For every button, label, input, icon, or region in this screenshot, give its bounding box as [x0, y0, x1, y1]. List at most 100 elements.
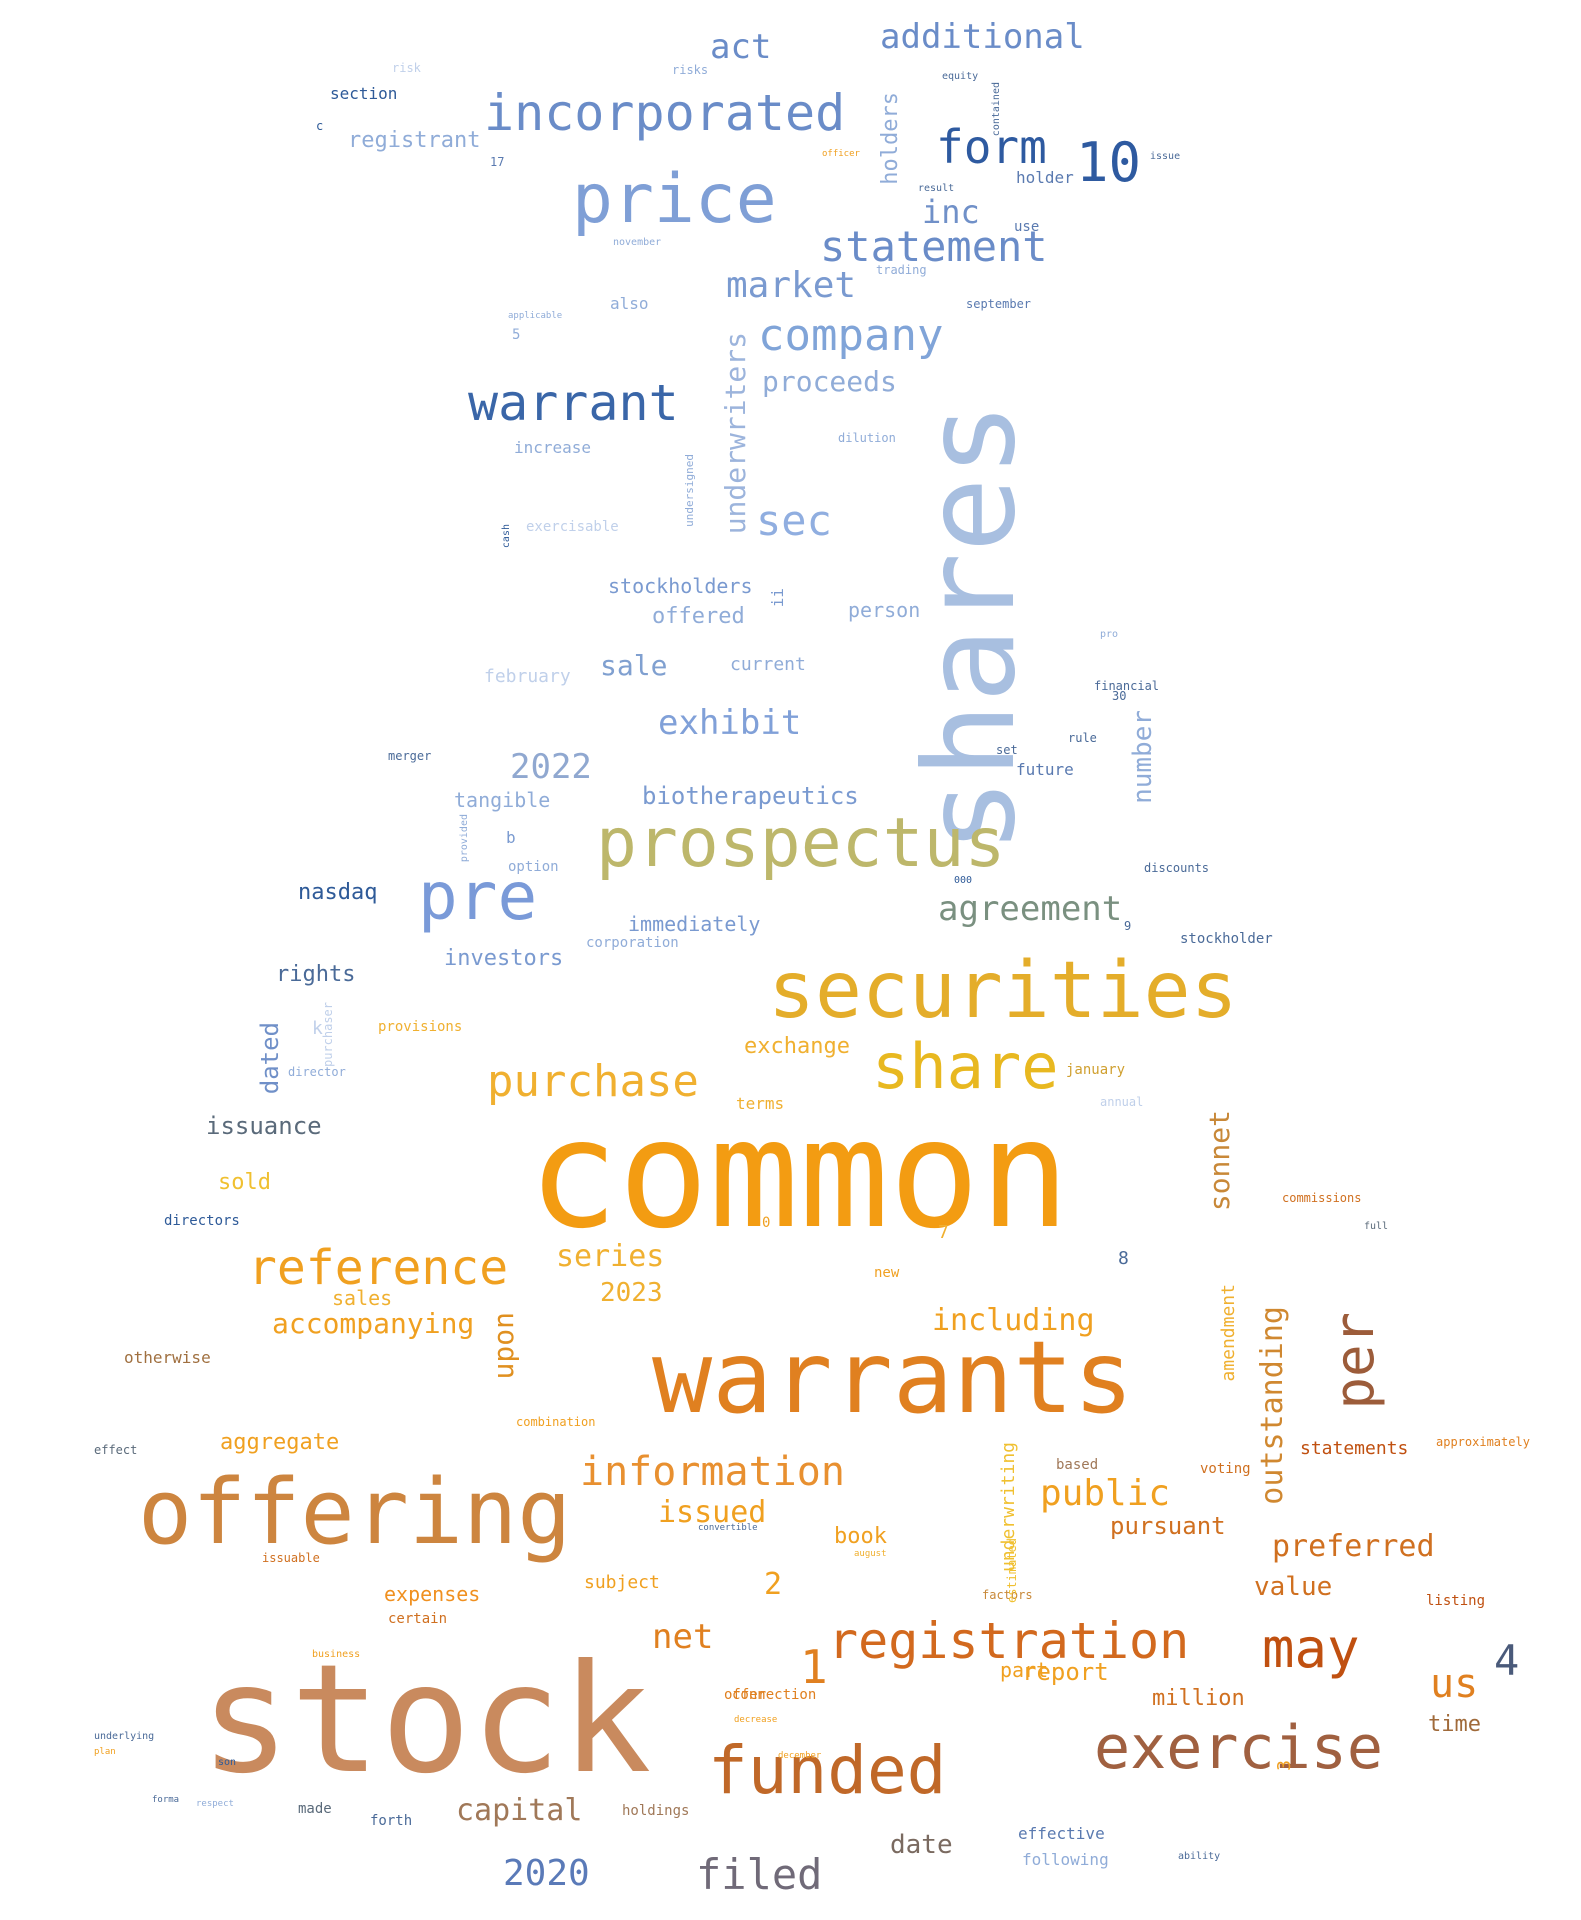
word-effect: effect — [94, 1443, 138, 1457]
word-registrant: registrant — [348, 128, 481, 153]
word-issuance: issuance — [206, 1112, 322, 1140]
word-approximately: approximately — [1436, 1435, 1530, 1449]
word-future: future — [1016, 760, 1074, 779]
word-number: number — [1128, 710, 1158, 804]
word-december: december — [778, 1751, 822, 1761]
word-equity: equity — [942, 71, 979, 82]
word-2022: 2022 — [510, 747, 592, 787]
word-underwriters: underwriters — [719, 332, 752, 535]
word-director: director — [288, 1065, 346, 1079]
word-accompanying: accompanying — [272, 1307, 475, 1340]
word-option: option — [508, 859, 559, 875]
word-sonnet: sonnet — [1203, 1110, 1236, 1212]
word-000: 000 — [954, 875, 973, 886]
word-holders: holders — [878, 92, 903, 185]
word-sold: sold — [218, 1170, 271, 1195]
word-combination: combination — [516, 1415, 596, 1429]
word-forma: forma — [152, 1795, 180, 1805]
word-based: based — [1056, 1457, 1099, 1473]
word-2: 2 — [764, 1567, 783, 1602]
word-9: 9 — [1124, 919, 1132, 933]
word-january: january — [1066, 1062, 1126, 1078]
word-outstanding: outstanding — [1255, 1306, 1290, 1505]
word-directors: directors — [164, 1213, 240, 1229]
word-cash: cash — [501, 524, 512, 549]
word-preferred: preferred — [1272, 1529, 1435, 1564]
word-capital: capital — [456, 1793, 583, 1828]
word-respect: respect — [196, 1799, 234, 1809]
word-new: new — [874, 1265, 900, 1281]
word-agreement: agreement — [938, 889, 1123, 929]
word-investors: investors — [444, 946, 564, 971]
word-exercisable: exercisable — [526, 519, 619, 535]
word-merger: merger — [388, 749, 432, 763]
word-per: per — [1323, 1312, 1386, 1410]
word-proceeds: proceeds — [762, 365, 897, 398]
word-risks: risks — [672, 63, 709, 77]
word-2020: 2020 — [503, 1853, 590, 1894]
word-underlying: underlying — [94, 1731, 155, 1742]
word-sale: sale — [600, 649, 668, 682]
word-immediately: immediately — [628, 912, 761, 936]
word-stockholder: stockholder — [1180, 931, 1273, 947]
word-statement: statement — [820, 222, 1048, 271]
word-warrants: warrants — [652, 1319, 1134, 1436]
word-us: us — [1430, 1661, 1479, 1707]
word-discounts: discounts — [1144, 861, 1210, 875]
word-listing: listing — [1426, 1593, 1486, 1609]
word-rights: rights — [276, 962, 356, 987]
word-pre: pre — [418, 858, 538, 935]
word-sales: sales — [332, 1286, 393, 1310]
word-warrant: warrant — [468, 374, 679, 432]
word-value: value — [1254, 1572, 1333, 1602]
word-applicable: applicable — [508, 311, 563, 321]
word-offered: offered — [652, 604, 745, 629]
word-increase: increase — [514, 438, 592, 457]
word-use: use — [1014, 219, 1040, 235]
word-k: k — [312, 1018, 323, 1039]
word-annual: annual — [1100, 1095, 1144, 1109]
word-information: information — [580, 1449, 845, 1495]
word-series: series — [556, 1239, 665, 1274]
word-offering: offering — [138, 1460, 572, 1565]
word-share: share — [872, 1030, 1059, 1103]
word-commissions: commissions — [1282, 1191, 1362, 1205]
word-8: 8 — [1118, 1248, 1129, 1269]
word-certain: certain — [388, 1611, 448, 1627]
word-0: 0 — [762, 1215, 771, 1231]
word-son: son — [218, 1757, 237, 1768]
word-factors: factors — [982, 1588, 1033, 1602]
word-issuable: issuable — [262, 1551, 320, 1565]
word-offer: offer — [724, 1687, 767, 1703]
word-1: 1 — [800, 1640, 828, 1694]
word-plan: plan — [94, 1747, 116, 1757]
word-shares: shares — [898, 402, 1043, 854]
word-c: c — [316, 119, 324, 133]
word-issued: issued — [658, 1495, 767, 1530]
word-rule: rule — [1068, 731, 1097, 745]
word-17: 17 — [490, 155, 505, 169]
word-provisions: provisions — [378, 1019, 463, 1035]
word-otherwise: otherwise — [124, 1348, 211, 1367]
word-full: full — [1364, 1221, 1389, 1232]
word-time: time — [1428, 1712, 1481, 1737]
word-dated: dated — [256, 1022, 284, 1095]
word-aggregate: aggregate — [220, 1430, 340, 1455]
word-voting: voting — [1200, 1461, 1251, 1477]
word-exhibit: exhibit — [658, 703, 802, 743]
word-officer: officer — [822, 149, 860, 159]
word-undersigned: undersigned — [683, 454, 696, 527]
word-contained: contained — [991, 82, 1002, 137]
word-stock: stock — [200, 1633, 652, 1807]
word-made: made — [298, 1801, 332, 1817]
word-statements: statements — [1300, 1438, 1409, 1459]
word-incorporated: incorporated — [484, 84, 846, 142]
word-decrease: decrease — [734, 1715, 778, 1725]
word-filed: filed — [696, 1850, 823, 1899]
word-3: 3 — [1274, 1760, 1295, 1771]
word-subject: subject — [584, 1572, 660, 1593]
word-following: following — [1022, 1850, 1109, 1869]
word-10: 10 — [1076, 131, 1142, 194]
word-dilution: dilution — [838, 431, 896, 445]
word-business: business — [312, 1649, 361, 1660]
